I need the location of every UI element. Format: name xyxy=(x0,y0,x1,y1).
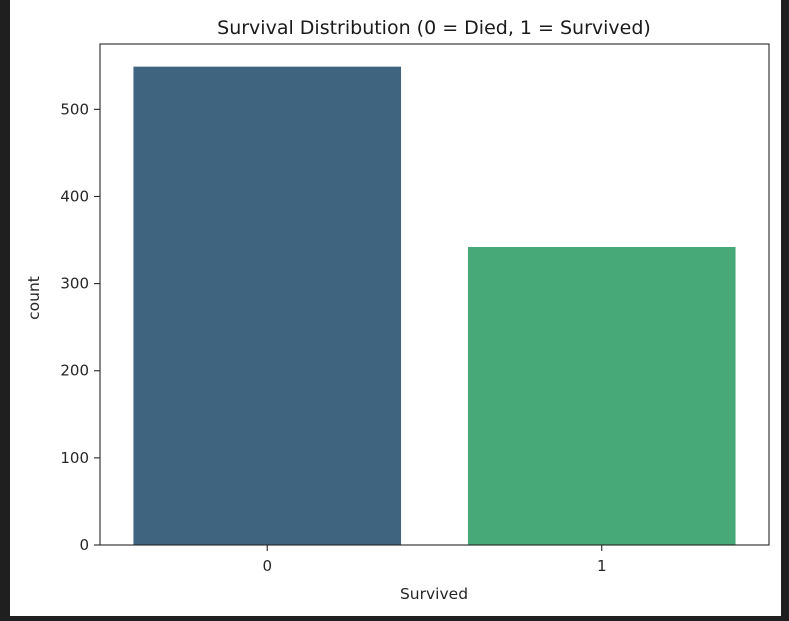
chart-title: Survival Distribution (0 = Died, 1 = Sur… xyxy=(217,17,651,39)
y-tick-label-400: 400 xyxy=(60,187,89,205)
y-tick-label-0: 0 xyxy=(79,536,89,554)
x-tick-label-0: 0 xyxy=(262,557,272,575)
axes-frame xyxy=(99,43,770,546)
y-tick-label-500: 500 xyxy=(60,100,89,118)
bar-0 xyxy=(133,66,402,546)
y-tick-label-200: 200 xyxy=(60,362,89,380)
y-tick-label-300: 300 xyxy=(60,275,89,293)
plot-area: 0 100 200 300 400 500 0 1 xyxy=(60,43,770,575)
y-axis-label: count xyxy=(25,276,43,320)
x-tick-label-1: 1 xyxy=(597,557,607,575)
x-axis-label: Survived xyxy=(400,585,468,603)
y-tick-label-100: 100 xyxy=(60,449,89,467)
bar-1 xyxy=(467,247,736,545)
